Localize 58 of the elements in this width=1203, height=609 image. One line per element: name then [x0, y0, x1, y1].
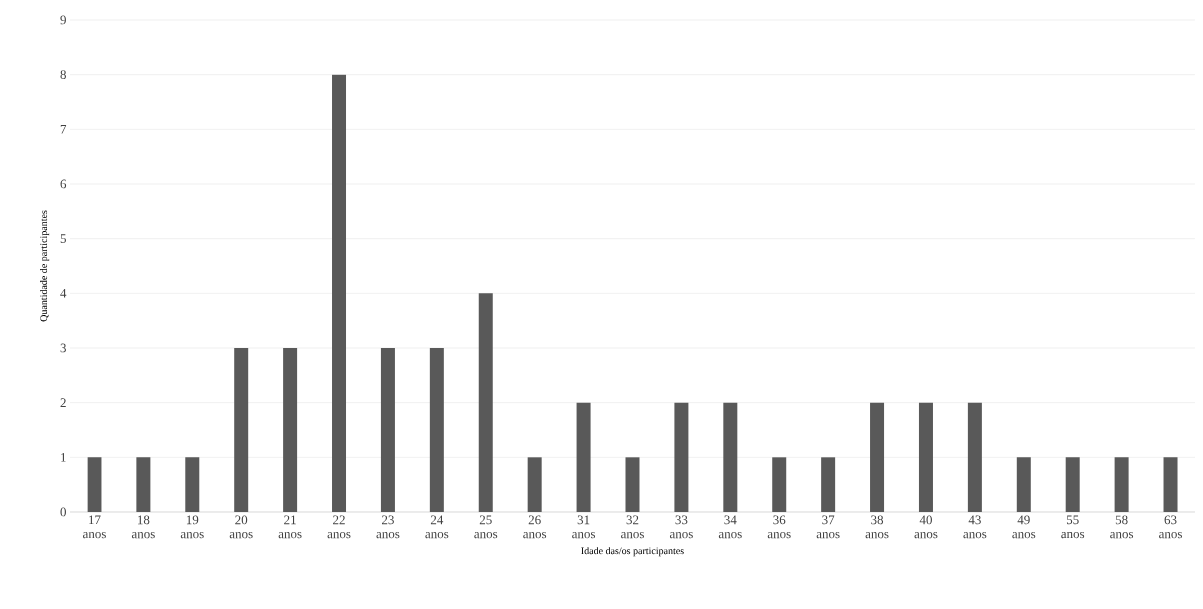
bar: [1016, 457, 1031, 512]
x-tick-label: 17 anos: [83, 515, 106, 539]
y-tick-label: 4: [60, 289, 67, 298]
y-tick-label: 7: [60, 125, 67, 134]
y-tick-label: 1: [61, 453, 66, 462]
x-tick-label: 23 anos: [376, 515, 400, 539]
bar: [283, 347, 298, 512]
y-axis-title: Quantidade de participantes: [40, 210, 50, 322]
bar: [332, 74, 347, 512]
x-tick-label: 38 anos: [865, 515, 889, 539]
x-tick-label: 18 anos: [131, 515, 155, 539]
x-tick-label: 31 anos: [572, 515, 596, 539]
x-tick-label: 34 anos: [718, 515, 742, 539]
x-tick-label: 63 anos: [1159, 515, 1182, 539]
x-tick-label: 26 anos: [523, 515, 547, 539]
x-tick-label: 20 anos: [229, 515, 253, 539]
bar: [185, 457, 200, 512]
bar: [870, 402, 885, 512]
bar: [87, 457, 102, 512]
bar: [625, 457, 640, 512]
x-tick-label: 25 anos: [474, 515, 498, 539]
bar: [234, 347, 249, 512]
y-tick-label: 9: [60, 15, 66, 25]
bar: [821, 457, 836, 512]
bar: [429, 347, 444, 512]
bar: [1163, 457, 1178, 512]
bar: [380, 347, 395, 512]
x-tick-label: 21 anos: [278, 515, 302, 539]
x-tick-label: 37 anos: [816, 515, 840, 539]
x-tick-label: 40 anos: [914, 515, 938, 539]
bar: [136, 457, 151, 512]
x-axis-title: Idade das/os participantes: [581, 547, 684, 557]
bar: [576, 402, 591, 512]
y-tick-label: 3: [60, 343, 66, 353]
x-tick-label: 19 anos: [180, 515, 204, 539]
x-tick-label: 43 anos: [963, 515, 987, 539]
y-tick-label: 8: [60, 70, 66, 80]
bar: [478, 293, 493, 512]
x-tick-label: 55 anos: [1061, 515, 1085, 539]
x-tick-label: 33 anos: [669, 515, 693, 539]
x-tick-label: 32 anos: [621, 515, 644, 539]
bar: [527, 457, 542, 512]
y-tick-label: 0: [60, 507, 66, 517]
x-tick-label: 36 anos: [767, 515, 791, 539]
bar: [723, 402, 738, 512]
bar: [967, 402, 982, 512]
bar: [918, 402, 933, 512]
bar: [772, 457, 787, 512]
y-tick-label: 5: [60, 234, 66, 243]
x-tick-label: 24 anos: [425, 515, 449, 539]
y-tick-label: 2: [60, 398, 66, 407]
x-tick-label: 49 anos: [1012, 515, 1036, 539]
x-tick-label: 58 anos: [1110, 515, 1134, 539]
bar: [1114, 457, 1129, 512]
x-tick-label: 22 anos: [327, 515, 351, 539]
y-tick-label: 6: [60, 179, 67, 189]
bar: [1065, 457, 1080, 512]
bar: [674, 402, 689, 512]
